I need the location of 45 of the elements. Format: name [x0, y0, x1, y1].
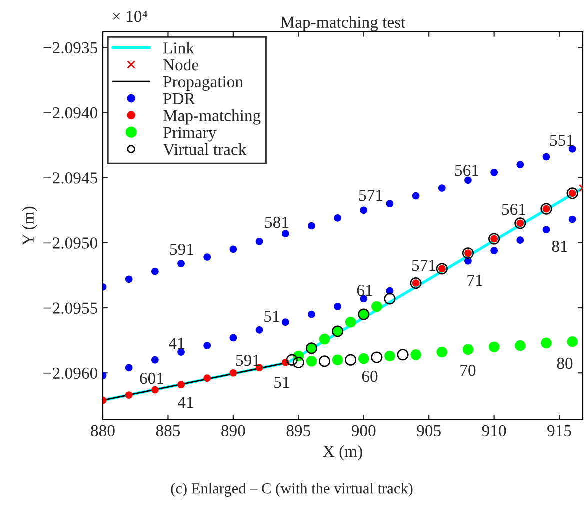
chart-title: Map-matching test: [280, 16, 406, 32]
legend-label: PDR: [163, 93, 196, 104]
annotation: 60: [362, 370, 378, 382]
annotation: 581: [265, 216, 288, 228]
text: (c) Enlarged – C (with the virtual track): [171, 483, 413, 497]
legend-label: Primary: [163, 127, 217, 142]
annotation: 51: [274, 377, 290, 388]
annotation: 51: [264, 311, 280, 322]
text: × 10⁴: [113, 10, 148, 22]
y-tick-label: −2.0945: [44, 172, 98, 184]
legend-label: Link: [163, 42, 194, 54]
annotation: 71: [468, 275, 482, 286]
y-tick-label: −2.0950: [44, 238, 98, 249]
annotation: 61: [357, 284, 372, 296]
y-tick-label: −2.0940: [44, 107, 98, 119]
x-tick-label: 885: [156, 425, 180, 437]
legend-label: Virtual track: [163, 144, 247, 156]
annotation: 41: [168, 338, 184, 350]
legend-label: Propagation: [163, 76, 244, 92]
x-tick-label: 905: [417, 425, 441, 437]
y-tick-label: −2.0960: [44, 368, 98, 380]
x-tick-label: 895: [286, 425, 310, 437]
annotation: 551: [550, 135, 574, 146]
annotation: 80: [557, 358, 573, 370]
x-tick-label: 915: [548, 425, 572, 437]
x-tick-label: 890: [222, 425, 246, 437]
y-tick-label: −2.0935: [44, 42, 98, 54]
x-axis-title: X (m): [323, 446, 362, 461]
x-tick-label: 910: [482, 425, 506, 437]
annotation: 41: [178, 397, 194, 408]
legend-label: Map-matching: [163, 110, 261, 125]
annotation: 571: [359, 190, 382, 202]
legend-label: Node: [163, 58, 199, 71]
annotation: 601: [140, 372, 164, 384]
y-tick-label: −2.0955: [44, 302, 98, 314]
y-axis-title: Y (m): [22, 206, 38, 246]
annotation: 81: [552, 240, 568, 252]
x-tick-label: 880: [91, 425, 115, 437]
x-tick-label: 900: [352, 425, 376, 437]
annotation: 561: [455, 164, 478, 176]
annotation: 591: [170, 244, 194, 256]
annotation: 591: [236, 354, 260, 366]
annotation: 571: [412, 260, 436, 272]
annotation: 561: [502, 204, 526, 216]
annotation: 70: [460, 364, 476, 376]
